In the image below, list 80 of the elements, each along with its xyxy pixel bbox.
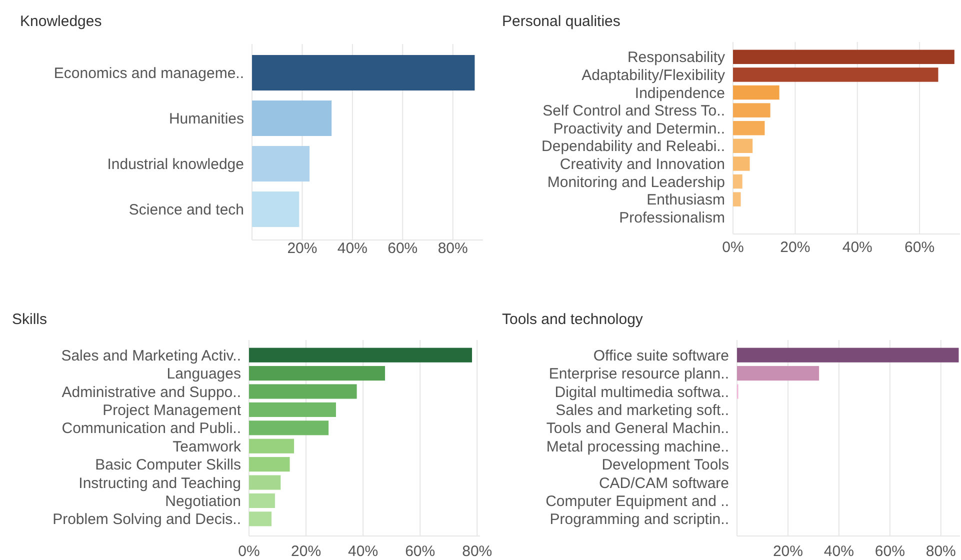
x-tick-label: 20% — [287, 240, 318, 257]
x-tick-label: 80% — [926, 543, 956, 560]
x-tick-label: 40% — [824, 543, 854, 560]
bar — [733, 85, 780, 100]
y-tick-label: Monitoring and Leadership — [547, 174, 725, 191]
x-tick-label: 60% — [388, 240, 418, 257]
x-tick-label: 0% — [722, 239, 744, 256]
x-tick-label: 60% — [405, 543, 436, 560]
y-tick-label: Industrial knowledge — [107, 156, 244, 173]
x-tick-label: 20% — [772, 543, 803, 560]
x-tick-label: 40% — [348, 543, 378, 560]
bar — [733, 138, 753, 154]
bar — [249, 348, 472, 362]
bar — [733, 68, 938, 82]
x-tick-label: 0% — [238, 543, 260, 560]
x-tick-label: 60% — [874, 543, 905, 560]
bar — [737, 348, 959, 362]
bar — [733, 174, 742, 189]
y-tick-label: Enterprise resource plann.. — [548, 366, 729, 383]
y-tick-label: Digital multimedia softwa.. — [554, 384, 729, 401]
x-tick-label: 80% — [462, 543, 492, 560]
y-tick-label: Sales and Marketing Activ.. — [61, 347, 241, 364]
y-tick-label: Humanities — [168, 110, 244, 128]
y-tick-label: Adaptability/Flexibility — [582, 66, 726, 84]
y-tick-label: Dependability and Releabi.. — [542, 138, 725, 156]
y-tick-label: Self Control and Stress To.. — [542, 102, 725, 120]
text: Tools and technology — [502, 311, 644, 328]
text: Skills — [12, 311, 48, 328]
y-tick-label: Communication and Publi.. — [62, 420, 241, 438]
y-tick-label: Proactivity and Determin.. — [553, 120, 725, 138]
bar — [249, 475, 281, 490]
bar — [733, 120, 765, 136]
y-tick-label: Science and tech — [128, 202, 244, 218]
y-tick-label: Enthusiasm — [646, 192, 725, 209]
x-tick-label: 20% — [780, 239, 810, 256]
y-tick-label: Project Management — [102, 402, 242, 419]
bar — [252, 55, 475, 90]
bar — [249, 512, 272, 526]
x-tick-label: 40% — [842, 239, 872, 256]
y-tick-label: Economics and manageme.. — [54, 65, 244, 82]
y-tick-label: Instructing and Teaching — [78, 474, 241, 492]
bar — [252, 192, 300, 227]
x-tick-label: 80% — [438, 240, 468, 257]
bar — [252, 100, 332, 136]
y-tick-label: Administrative and Suppo.. — [62, 384, 241, 401]
bar — [249, 402, 336, 417]
bar — [249, 420, 329, 436]
bar — [737, 366, 820, 381]
bar — [252, 146, 310, 182]
y-tick-label: Creativity and Innovation — [560, 156, 725, 173]
y-tick-label: Responsability — [627, 49, 726, 66]
y-tick-label: Sales and marketing soft.. — [556, 402, 729, 419]
y-tick-label: Teamwork — [172, 438, 242, 456]
y-tick-label: Office suite software — [593, 347, 729, 364]
bar — [733, 192, 741, 206]
bar — [733, 50, 954, 64]
x-tick-label: 20% — [291, 543, 322, 560]
bar — [249, 384, 357, 399]
y-tick-label: Basic Computer Skills — [95, 456, 241, 474]
y-tick-label: Computer Equipment and .. — [546, 492, 729, 510]
bar — [249, 366, 386, 381]
text: Knowledges — [20, 13, 102, 30]
bar — [733, 103, 770, 118]
bar — [249, 457, 290, 472]
text: Personal qualities — [502, 13, 620, 30]
y-tick-label: Tools and General Machin.. — [546, 420, 729, 438]
y-tick-label: Programming and scriptin.. — [550, 511, 729, 528]
x-tick-label: 60% — [904, 239, 935, 256]
bar — [733, 156, 750, 171]
y-tick-label: Development Tools — [602, 456, 729, 474]
y-tick-label: Indipendence — [634, 84, 725, 102]
bar — [249, 438, 294, 454]
y-tick-label: CAD/CAM software — [598, 474, 729, 492]
y-tick-label: Professionalism — [619, 209, 725, 226]
y-tick-label: Problem Solving and Decis.. — [52, 511, 241, 528]
y-tick-label: Languages — [166, 366, 241, 383]
bar — [249, 493, 275, 508]
y-tick-label: Metal processing machine.. — [546, 438, 729, 456]
x-tick-label: 40% — [337, 240, 368, 257]
y-tick-label: Negotiation — [165, 492, 241, 510]
